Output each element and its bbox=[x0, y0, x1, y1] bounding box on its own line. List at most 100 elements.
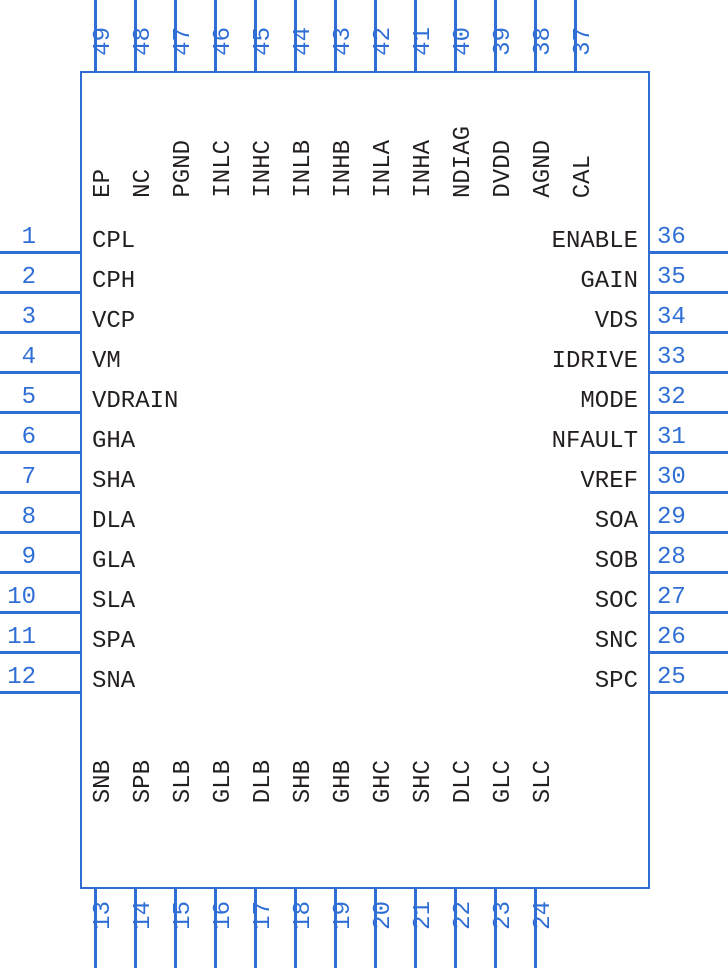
pin-number: 31 bbox=[657, 424, 686, 451]
pin-number: 16 bbox=[210, 901, 237, 930]
pin-label: CPL bbox=[92, 228, 135, 255]
pin-label: PGND bbox=[170, 140, 197, 198]
pin-line-right bbox=[650, 411, 728, 414]
pin-number: 15 bbox=[170, 901, 197, 930]
pin-label: AGND bbox=[530, 140, 557, 198]
pin-label: CPH bbox=[92, 268, 135, 295]
pin-label: VREF bbox=[580, 468, 638, 495]
pin-number: 7 bbox=[22, 464, 36, 491]
pin-number: 37 bbox=[570, 27, 597, 56]
pin-line-right bbox=[650, 491, 728, 494]
pin-label: SLC bbox=[530, 760, 557, 803]
pin-label: SOA bbox=[595, 508, 638, 535]
pin-label: INLC bbox=[210, 140, 237, 198]
pin-number: 30 bbox=[657, 464, 686, 491]
pin-number: 10 bbox=[7, 584, 36, 611]
pin-line-right bbox=[650, 651, 728, 654]
pin-label: NC bbox=[130, 169, 157, 198]
pin-label: ENABLE bbox=[552, 228, 638, 255]
pin-line-left bbox=[0, 691, 80, 694]
pin-number: 13 bbox=[90, 901, 117, 930]
pin-number: 4 bbox=[22, 344, 36, 371]
pin-number: 32 bbox=[657, 384, 686, 411]
pin-line-left bbox=[0, 651, 80, 654]
pin-label: INHA bbox=[410, 140, 437, 198]
pin-number: 22 bbox=[450, 901, 477, 930]
pin-number: 2 bbox=[22, 264, 36, 291]
pin-number: 44 bbox=[290, 27, 317, 56]
pin-line-right bbox=[650, 571, 728, 574]
pin-label: SOB bbox=[595, 548, 638, 575]
pin-line-left bbox=[0, 371, 80, 374]
pin-label: VDRAIN bbox=[92, 388, 178, 415]
pin-label: DLC bbox=[450, 760, 477, 803]
pin-number: 17 bbox=[250, 901, 277, 930]
pin-line-left bbox=[0, 291, 80, 294]
pin-label: SNA bbox=[92, 668, 135, 695]
pin-line-left bbox=[0, 251, 80, 254]
pin-number: 43 bbox=[330, 27, 357, 56]
pin-label: SPA bbox=[92, 628, 135, 655]
pin-number: 21 bbox=[410, 901, 437, 930]
pin-label: SHC bbox=[410, 760, 437, 803]
pin-label: GHB bbox=[330, 760, 357, 803]
chip-body-rect bbox=[80, 71, 650, 889]
pin-line-right bbox=[650, 691, 728, 694]
pin-label: SOC bbox=[595, 588, 638, 615]
pin-number: 24 bbox=[530, 901, 557, 930]
pin-number: 5 bbox=[22, 384, 36, 411]
pin-number: 39 bbox=[490, 27, 517, 56]
pin-label: DLA bbox=[92, 508, 135, 535]
pin-label: SPB bbox=[130, 760, 157, 803]
pin-number: 48 bbox=[130, 27, 157, 56]
pin-label: NDIAG bbox=[450, 126, 477, 198]
pin-label: CAL bbox=[570, 155, 597, 198]
pin-label: NFAULT bbox=[552, 428, 638, 455]
pin-label: GLA bbox=[92, 548, 135, 575]
pin-label: VM bbox=[92, 348, 121, 375]
pin-number: 45 bbox=[250, 27, 277, 56]
pin-line-right bbox=[650, 611, 728, 614]
pin-label: GHA bbox=[92, 428, 135, 455]
pin-line-right bbox=[650, 451, 728, 454]
pin-label: INHC bbox=[250, 140, 277, 198]
pin-label: GLB bbox=[210, 760, 237, 803]
pin-number: 18 bbox=[290, 901, 317, 930]
pin-number: 14 bbox=[130, 901, 157, 930]
pin-number: 40 bbox=[450, 27, 477, 56]
pin-number: 29 bbox=[657, 504, 686, 531]
pin-number: 1 bbox=[22, 224, 36, 251]
pin-line-right bbox=[650, 531, 728, 534]
pin-label: INLB bbox=[290, 140, 317, 198]
pin-label: INLA bbox=[370, 140, 397, 198]
pin-label: IDRIVE bbox=[552, 348, 638, 375]
pin-label: VCP bbox=[92, 308, 135, 335]
pin-number: 36 bbox=[657, 224, 686, 251]
pin-label: INHB bbox=[330, 140, 357, 198]
pin-number: 25 bbox=[657, 664, 686, 691]
pin-number: 42 bbox=[370, 27, 397, 56]
pin-number: 3 bbox=[22, 304, 36, 331]
pin-number: 26 bbox=[657, 624, 686, 651]
pin-label: SPC bbox=[595, 668, 638, 695]
pin-number: 28 bbox=[657, 544, 686, 571]
pin-line-left bbox=[0, 411, 80, 414]
pin-line-left bbox=[0, 571, 80, 574]
pin-label: SHA bbox=[92, 468, 135, 495]
pin-number: 12 bbox=[7, 664, 36, 691]
pin-line-left bbox=[0, 331, 80, 334]
pin-number: 35 bbox=[657, 264, 686, 291]
pin-label: SLB bbox=[170, 760, 197, 803]
pin-number: 6 bbox=[22, 424, 36, 451]
pin-label: DVDD bbox=[490, 140, 517, 198]
pin-number: 47 bbox=[170, 27, 197, 56]
pin-line-right bbox=[650, 251, 728, 254]
pin-number: 46 bbox=[210, 27, 237, 56]
pin-line-left bbox=[0, 491, 80, 494]
pin-label: GLC bbox=[490, 760, 517, 803]
pin-label: MODE bbox=[580, 388, 638, 415]
pin-number: 19 bbox=[330, 901, 357, 930]
pin-line-right bbox=[650, 331, 728, 334]
pin-label: SNB bbox=[90, 760, 117, 803]
pin-number: 34 bbox=[657, 304, 686, 331]
